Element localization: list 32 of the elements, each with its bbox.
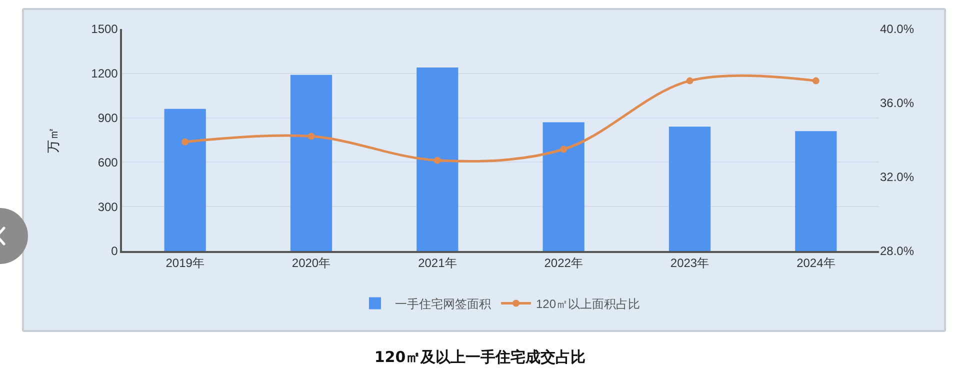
y-tick-label: 900 [98, 111, 118, 125]
point [434, 156, 441, 164]
y2-tick-label: 32.0% [880, 170, 914, 184]
bar [542, 122, 584, 251]
bar [164, 108, 206, 251]
point [686, 77, 694, 84]
y2-tick-label: 28.0% [880, 244, 914, 258]
y-tick-label: 600 [98, 155, 118, 170]
y-tick-label: 1500 [91, 22, 118, 36]
x-tick-label: 2024年 [796, 256, 836, 270]
x-tick-label: 2023年 [670, 256, 710, 270]
legend-label: 一手住宅网签面积 [395, 296, 491, 311]
bar [290, 74, 332, 251]
y-tick-label: 0 [111, 244, 118, 258]
x-tick-label: 2021年 [418, 256, 457, 270]
legend-label: 120㎡以上面积占比 [536, 296, 640, 311]
point [308, 132, 315, 140]
y-tick-label: 1200 [91, 66, 118, 81]
y2-tick-label: 36.0% [880, 96, 914, 110]
y2-tick-label: 40.0% [880, 22, 914, 36]
point [812, 77, 820, 84]
bar [416, 67, 458, 251]
y-tick-label: 300 [98, 200, 118, 214]
bar [668, 126, 711, 251]
x-tick-label: 2020年 [292, 256, 331, 270]
bar [795, 131, 837, 251]
y-axis-title: 万㎡ [46, 127, 61, 153]
x-tick-label: 2022年 [544, 256, 583, 270]
x-tick-label: 2019年 [166, 256, 204, 270]
text: 120㎡及以上一手住宅成交占比 [373, 348, 587, 367]
point [560, 146, 568, 153]
point [182, 138, 189, 146]
